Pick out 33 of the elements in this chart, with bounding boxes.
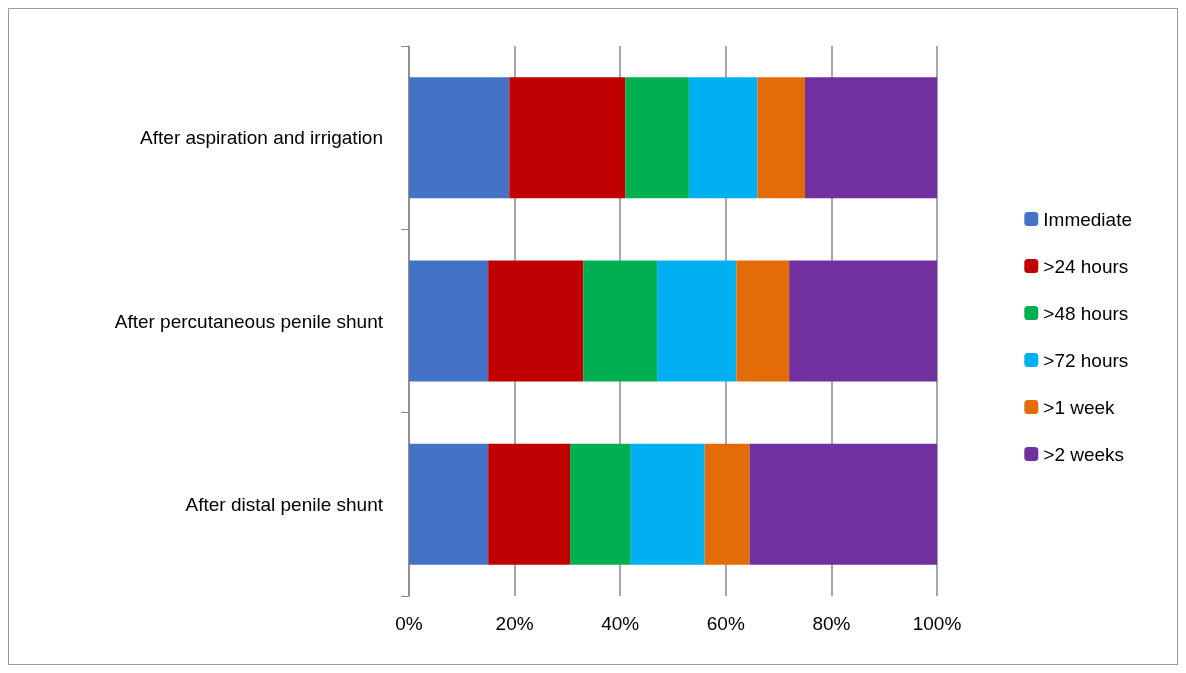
x-tick-label: 0%: [395, 613, 423, 634]
bar: [749, 443, 937, 565]
legend-label: Immediate: [1043, 208, 1132, 230]
y-tick-label: After aspiration and irrigation: [140, 127, 383, 149]
bar: [570, 443, 631, 565]
bar: [789, 260, 937, 382]
bar: [657, 260, 737, 382]
y-tick-label: After percutaneous penile shunt: [114, 310, 384, 332]
bar: [630, 443, 705, 565]
legend-label: >72 hours: [1043, 349, 1129, 371]
bar: [704, 443, 750, 565]
bar: [488, 443, 571, 565]
y-tick-label: After distal penile shunt: [185, 493, 384, 515]
bar: [805, 77, 937, 199]
bar: [409, 260, 489, 382]
bar: [688, 77, 758, 199]
x-tick-label: 40%: [601, 613, 640, 634]
bar: [757, 77, 805, 199]
legend-label: >48 hours: [1043, 302, 1129, 324]
bar: [625, 77, 689, 199]
bar: [488, 260, 584, 382]
bar: [509, 77, 626, 199]
x-tick-label: 100%: [912, 613, 962, 634]
x-tick-label: 80%: [812, 613, 851, 634]
x-tick-label: 60%: [706, 613, 745, 634]
legend-label: >2 weeks: [1043, 443, 1125, 465]
legend-label: >1 week: [1043, 396, 1116, 418]
legend-label: >24 hours: [1043, 255, 1129, 277]
bar: [409, 77, 510, 199]
bar: [583, 260, 658, 382]
bar: [736, 260, 790, 382]
bar: [409, 443, 489, 565]
x-tick-label: 20%: [495, 613, 534, 634]
